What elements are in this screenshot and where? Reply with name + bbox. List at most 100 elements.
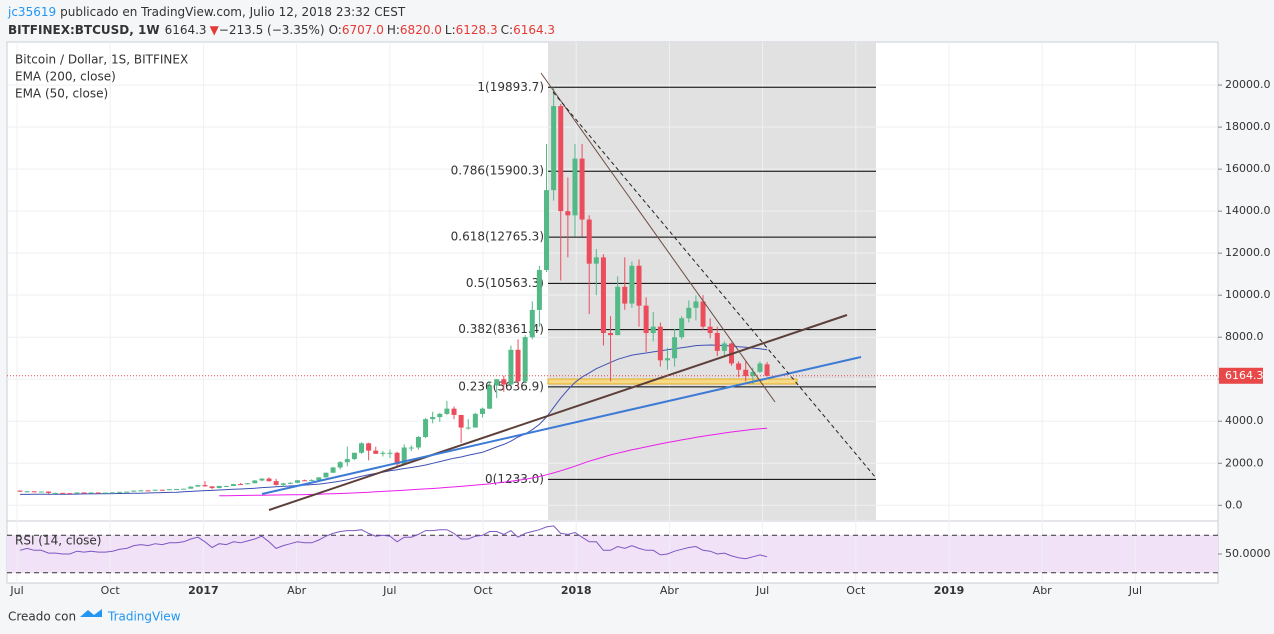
candle-body [572,158,578,216]
x-tick-label: 2017 [188,584,219,597]
x-tick-label: Abr [287,584,307,597]
candle-body [124,491,130,493]
candle-body [38,491,44,493]
candle-body [622,286,628,304]
candle-body [465,427,471,429]
candle-body [551,106,557,191]
symbol: BITFINEX:BTCUSD, 1W [8,23,160,37]
candle-body [565,211,571,216]
rsi-band-fill [7,535,1218,573]
candle-body [679,318,685,338]
trend-line [268,314,848,511]
candle-body [593,257,599,264]
candle-body [672,337,678,359]
candle-body [181,488,187,490]
user[interactable]: jc35619 [7,5,56,19]
candle-body [202,485,208,487]
chart-title: Bitcoin / Dollar, 1S, BITFINEX [15,53,188,67]
candle-body [664,358,670,361]
legend-entry: EMA (50, close) [15,87,108,101]
candle-body [394,452,400,465]
x-tick-label: Jul [1128,584,1142,597]
candle-body [245,483,251,485]
candle-body [117,491,123,493]
y-tick-label: 0.0 [1225,498,1243,511]
candle-body [458,414,464,428]
open: 6707.0 [342,23,384,37]
candle-body [764,364,770,376]
candle-body [280,483,286,485]
x-tick-label: 2019 [934,584,965,597]
candle-body [650,326,656,334]
candle-body [757,363,763,372]
fib-label: 0.618(12765.3) [451,230,544,244]
candle-body [366,443,372,451]
candle-body [230,484,236,486]
candle-body [273,481,279,485]
candle-body [81,492,87,494]
candle-body [24,491,30,493]
y-tick-label: 14000.0 [1225,204,1271,217]
footer-brand[interactable]: TradingView [107,610,181,624]
header-line: jc35619 publicado en TradingView.com, Jul… [7,5,406,19]
candle-body [736,363,742,370]
candle-body [53,492,59,494]
x-tick-label: Abr [1033,584,1053,597]
candle-body [88,492,94,494]
marks [17,87,770,560]
candle-body [643,305,649,334]
candle-body [451,408,457,415]
candle-body [131,490,137,492]
x-tick-label: Jul [9,584,23,597]
candle-body [423,419,429,438]
candle-body [437,413,443,418]
candle-body [522,337,528,382]
candle-body [344,459,350,463]
candle-body [743,369,749,377]
x-tick-label: Oct [846,584,866,597]
candle-body [750,371,756,377]
rsi-line [19,525,768,560]
candle-body [508,349,514,385]
candle-body [337,462,343,468]
candle-body [323,472,329,478]
candle-body [223,485,229,487]
candle-body [544,190,550,270]
candle-body [721,343,727,351]
fib-label: 0.236(5636.9) [458,379,544,393]
candle-body [707,326,713,334]
candle-body [309,480,315,482]
candle-body [109,492,115,494]
x-tick-label: Abr [660,584,680,597]
y-tick-label: 18000.0 [1225,120,1271,133]
y-tick-label: 2000.0 [1225,456,1264,469]
symbol-line: BITFINEX:BTCUSD, 1W 6164.3 ▼−213.5 (−3.35%… [8,23,555,37]
fib-label: 1(19893.7) [477,80,544,94]
candle-body [152,489,158,491]
grid [7,42,1218,583]
candle-body [188,486,194,489]
candle-body [74,492,80,494]
candle-body [487,385,493,409]
candle-body [579,158,585,220]
candle-body [615,286,621,336]
y-tick-label: 4000.0 [1225,414,1264,427]
fib-label: 0.382(8361.4) [458,322,544,336]
candle-body [408,447,414,449]
candle-body [330,467,336,473]
candle-body [636,265,642,306]
candle-body [430,417,436,420]
close: 6164.3 [513,23,555,37]
price-label: 6164.3 [1225,369,1264,382]
legend-entry: EMA (200, close) [15,70,116,84]
candle-body [95,492,101,494]
candle-body [472,413,478,428]
candle-body [138,490,144,492]
candle-body [529,309,535,338]
candle-body [686,307,692,319]
zone-rectangle [547,378,798,385]
candle-body [302,480,308,482]
arrow: ▼ [210,23,220,37]
y-tick-label: 16000.0 [1225,162,1271,175]
